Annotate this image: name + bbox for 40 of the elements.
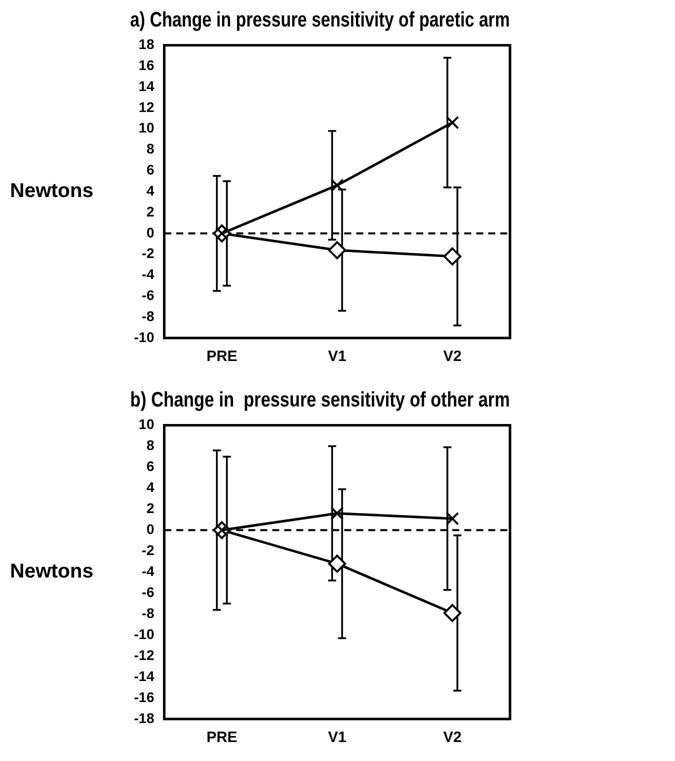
x-tick-label: V1 (328, 348, 346, 366)
chart-title: a) Change in pressure sensitivity of paretic arm (130, 8, 510, 32)
y-tick-label: -6 (142, 584, 154, 600)
y-tick-label: 10 (138, 120, 154, 136)
y-tick-label: 6 (146, 458, 154, 474)
y-tick-label: -16 (134, 688, 154, 705)
y-tick-label: 8 (146, 140, 154, 157)
y-tick-label: 2 (146, 203, 154, 220)
y-tick-label: -10 (134, 328, 154, 345)
y-tick-label: -2 (142, 542, 154, 558)
y-tick-label: -14 (134, 668, 154, 684)
x-tick-label: PRE (206, 729, 238, 746)
x-tick-label: PRE (206, 348, 238, 366)
y-tick-label: -12 (134, 646, 154, 663)
y-tick-label: 6 (146, 162, 154, 178)
y-tick-label: -6 (142, 287, 154, 304)
y-tick-label: 16 (138, 56, 154, 73)
x-tick-label: V2 (443, 348, 462, 366)
y-tick-label: -4 (142, 562, 154, 579)
y-tick-label: 18 (138, 36, 154, 52)
y-tick-label: -8 (142, 604, 154, 621)
y-tick-label: 0 (146, 224, 154, 240)
y-tick-label: 14 (138, 78, 154, 94)
y-tick-label: 8 (146, 437, 154, 454)
chart-title: b) Change in pressure sensitivity of other arm (130, 388, 510, 412)
y-tick-label: -2 (142, 245, 154, 262)
y-tick-label: 10 (138, 416, 154, 432)
y-tick-label: -10 (134, 626, 154, 642)
y-tick-label: 4 (146, 182, 154, 198)
y-tick-label: 0 (146, 520, 154, 537)
y-tick-label: -4 (142, 266, 154, 282)
y-axis-title: Newtons (10, 180, 94, 202)
y-tick-label: 12 (138, 98, 154, 115)
y-tick-label: -8 (142, 308, 154, 324)
y-tick-label: -18 (134, 710, 154, 726)
y-axis-title: Newtons (10, 560, 94, 583)
y-tick-label: 2 (146, 500, 154, 516)
y-tick-label: 4 (146, 479, 154, 496)
x-tick-label: V1 (328, 729, 346, 746)
x-tick-label: V2 (443, 729, 462, 746)
